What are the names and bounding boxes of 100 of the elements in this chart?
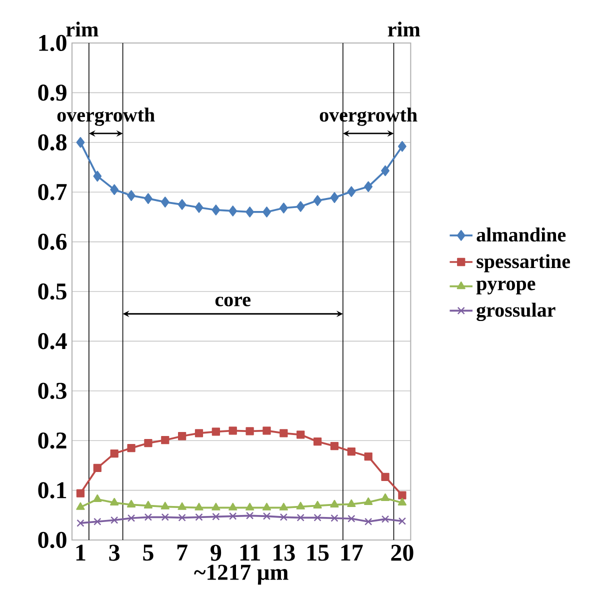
x-tick-label: 20: [391, 544, 414, 561]
y-tick-label: 0.9: [38, 84, 66, 101]
point: [347, 447, 356, 456]
point: [160, 196, 170, 208]
point: [212, 204, 220, 216]
point: [364, 518, 372, 526]
point: [178, 502, 186, 510]
point: [76, 489, 85, 498]
point: [279, 502, 288, 510]
point: [195, 513, 203, 521]
point: [144, 513, 152, 521]
x-tick-label: 11: [240, 544, 260, 561]
point: [246, 512, 254, 520]
point: [93, 464, 102, 472]
point: [280, 429, 288, 438]
point: [93, 170, 102, 182]
text: rim: [66, 22, 98, 36]
point: [110, 516, 118, 524]
point: [364, 452, 372, 461]
point: [161, 436, 170, 444]
point: [313, 500, 322, 508]
legend-label: grossular: [476, 302, 556, 322]
point: [398, 498, 406, 506]
y-tick-label: 0.8: [38, 134, 66, 151]
point: [246, 502, 254, 510]
point: [262, 206, 271, 218]
x-tick-label: 7: [177, 544, 188, 560]
text: rim: [388, 22, 420, 36]
y-tick-label: 0.7: [38, 184, 67, 200]
point: [194, 502, 204, 510]
point: [330, 192, 339, 203]
point: [347, 186, 356, 198]
point: [144, 500, 152, 508]
x-tick-label: 1: [76, 544, 86, 561]
point: [160, 502, 170, 510]
point: [228, 502, 238, 510]
point: [296, 514, 304, 522]
y-tick-label: 0.4: [38, 333, 67, 350]
point: [280, 513, 288, 521]
point: [364, 181, 373, 192]
point: [127, 190, 136, 201]
x-tick-label: 3: [109, 544, 120, 561]
point: [194, 202, 204, 213]
x-tick-label: 9: [210, 544, 222, 561]
point: [296, 430, 305, 439]
x-axis-title: ~1217 µm: [194, 564, 288, 585]
y-tick-label: 0.1: [38, 482, 66, 498]
point: [110, 498, 119, 506]
y-tick-label: 1.0: [39, 34, 66, 52]
y-tick-label: 0.2: [38, 432, 66, 449]
point: [246, 206, 254, 218]
point: [178, 199, 186, 210]
point: [246, 427, 254, 436]
point: [262, 426, 271, 435]
point: [279, 202, 288, 214]
point: [229, 512, 237, 520]
point: [296, 502, 305, 510]
point: [398, 140, 406, 152]
point: [212, 502, 220, 510]
point: [330, 500, 339, 508]
point: [76, 136, 85, 148]
point: [110, 449, 118, 458]
point: [228, 206, 238, 216]
point: [76, 502, 85, 510]
point: [194, 429, 204, 438]
y-tick-label: 0.5: [38, 283, 66, 300]
point: [178, 432, 186, 440]
point: [381, 472, 390, 481]
point: [93, 494, 102, 502]
point: [314, 514, 322, 522]
point: [262, 512, 271, 520]
legend-label: pyrope: [476, 280, 536, 294]
point: [94, 518, 102, 526]
point: [161, 513, 169, 521]
point: [330, 514, 338, 522]
point: [381, 515, 390, 523]
point: [127, 514, 136, 522]
point: [348, 514, 356, 522]
point: [313, 195, 322, 206]
y-tick-label: 0.0: [38, 532, 66, 548]
y-tick-label: 0.3: [38, 382, 66, 400]
point: [228, 426, 237, 435]
point: [212, 428, 220, 436]
point: [126, 500, 136, 508]
point: [110, 184, 119, 196]
point: [381, 165, 390, 176]
point: [296, 201, 305, 212]
point: [76, 519, 84, 527]
annotation: core: [215, 296, 250, 306]
point: [364, 497, 373, 505]
point: [262, 502, 272, 510]
x-tick-label: 15: [307, 544, 329, 561]
point: [330, 442, 339, 450]
x-tick-label: 13: [274, 544, 295, 561]
point: [127, 444, 136, 452]
point: [313, 438, 322, 446]
point: [144, 193, 152, 204]
point: [380, 493, 390, 501]
x-tick-label: 17: [341, 544, 363, 561]
point: [144, 439, 152, 448]
